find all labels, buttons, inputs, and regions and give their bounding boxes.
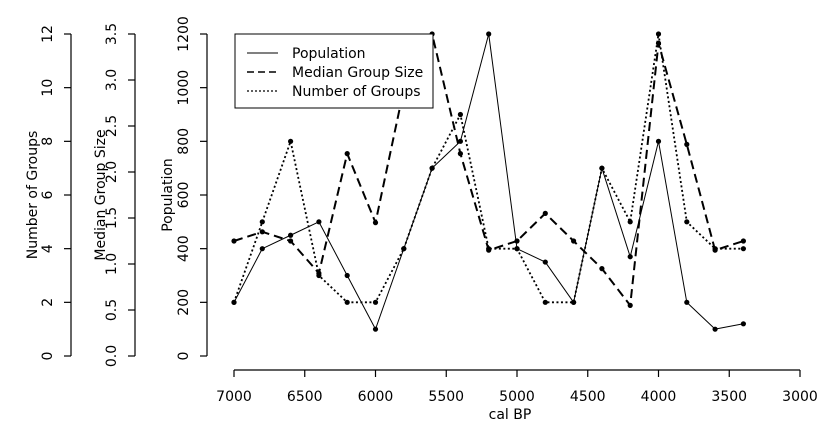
median-group-size-tick-label: 3.5 bbox=[104, 23, 120, 45]
number-of-groups-tick-label: 12 bbox=[40, 25, 56, 43]
data-point-median-group-size bbox=[542, 210, 548, 216]
median-group-size-tick-label: 2.0 bbox=[104, 161, 120, 183]
data-point-population bbox=[288, 232, 294, 238]
data-point-median-group-size bbox=[372, 220, 379, 226]
data-point-population bbox=[316, 219, 322, 225]
data-point-number-of-groups bbox=[316, 272, 322, 279]
x-tick-label: 3000 bbox=[782, 389, 818, 405]
data-point-median-group-size bbox=[514, 238, 520, 244]
data-point-number-of-groups bbox=[542, 299, 548, 305]
data-point-population bbox=[740, 321, 747, 327]
x-tick-label: 6000 bbox=[358, 389, 394, 405]
data-point-number-of-groups bbox=[486, 246, 492, 252]
legend-label-median-group-size: Median Group Size bbox=[292, 65, 423, 81]
data-point-number-of-groups bbox=[344, 299, 350, 305]
data-point-median-group-size bbox=[288, 238, 294, 244]
median-group-size-tick-label: 3.0 bbox=[104, 69, 120, 91]
series-layer bbox=[231, 31, 747, 332]
data-point-population bbox=[655, 138, 662, 144]
data-point-number-of-groups bbox=[684, 219, 690, 225]
data-point-number-of-groups bbox=[231, 299, 237, 305]
population-tick-label: 1000 bbox=[176, 70, 192, 106]
data-point-median-group-size bbox=[571, 238, 577, 244]
median-group-size-tick-label: 1.0 bbox=[104, 253, 120, 275]
population-tick-label: 600 bbox=[176, 182, 192, 209]
data-point-number-of-groups bbox=[372, 299, 379, 305]
data-point-population bbox=[712, 326, 718, 332]
data-point-population bbox=[486, 31, 492, 37]
data-point-number-of-groups bbox=[655, 31, 662, 37]
data-point-number-of-groups bbox=[571, 299, 577, 305]
number-of-groups-tick-label: 8 bbox=[40, 137, 56, 146]
data-point-population bbox=[684, 299, 690, 305]
data-point-population bbox=[542, 259, 548, 265]
data-point-population bbox=[259, 246, 265, 252]
median-group-size-tick-label: 0.0 bbox=[104, 345, 120, 367]
x-tick-label: 7000 bbox=[216, 389, 252, 405]
data-point-population bbox=[344, 272, 350, 279]
median-group-size-tick-label: 0.5 bbox=[104, 299, 120, 321]
data-point-population bbox=[372, 326, 379, 332]
legend-label-number-of-groups: Number of Groups bbox=[292, 84, 421, 100]
median-group-size-axis-title: Median Group Size bbox=[93, 129, 109, 260]
data-point-median-group-size bbox=[740, 238, 747, 244]
median-group-size-tick-label: 1.5 bbox=[104, 207, 120, 229]
data-point-number-of-groups bbox=[599, 165, 605, 171]
data-point-number-of-groups bbox=[259, 219, 265, 225]
number-of-groups-tick-label: 6 bbox=[40, 190, 56, 199]
legend-box bbox=[234, 33, 434, 109]
data-point-population bbox=[457, 138, 463, 144]
population-tick-label: 800 bbox=[176, 128, 192, 155]
population-axis-title: Population bbox=[160, 158, 176, 232]
data-point-number-of-groups bbox=[514, 246, 520, 252]
number-of-groups-tick-label: 2 bbox=[40, 298, 56, 307]
data-point-median-group-size bbox=[259, 229, 265, 235]
data-point-median-group-size bbox=[231, 238, 237, 244]
data-point-number-of-groups bbox=[401, 246, 407, 252]
x-tick-label: 5500 bbox=[428, 389, 464, 405]
legend: Population Median Group Size Number of G… bbox=[234, 33, 434, 109]
population-tick-label: 1200 bbox=[176, 16, 192, 52]
data-point-median-group-size bbox=[684, 141, 690, 147]
x-tick-label: 4000 bbox=[641, 389, 677, 405]
data-point-number-of-groups bbox=[457, 111, 463, 118]
legend-label-population: Population bbox=[292, 46, 366, 62]
data-point-number-of-groups bbox=[288, 138, 294, 144]
data-point-number-of-groups bbox=[712, 246, 718, 252]
number-of-groups-tick-label: 0 bbox=[40, 352, 56, 361]
data-point-median-group-size bbox=[599, 266, 605, 272]
x-axis-title: cal BP bbox=[489, 407, 532, 423]
median-group-size-tick-label: 2.5 bbox=[104, 115, 120, 137]
population-tick-label: 0 bbox=[176, 352, 192, 361]
number-of-groups-axis-title: Number of Groups bbox=[25, 131, 41, 260]
number-of-groups-tick-label: 4 bbox=[40, 244, 56, 253]
data-point-median-group-size bbox=[457, 151, 463, 157]
number-of-groups-tick-label: 10 bbox=[40, 79, 56, 97]
data-point-number-of-groups bbox=[740, 246, 747, 252]
data-point-median-group-size bbox=[344, 151, 350, 157]
x-tick-label: 3500 bbox=[711, 389, 747, 405]
x-tick-label: 5000 bbox=[499, 389, 535, 405]
data-point-number-of-groups bbox=[429, 165, 435, 171]
x-tick-label: 6500 bbox=[287, 389, 323, 405]
data-point-population bbox=[627, 254, 633, 260]
data-point-median-group-size bbox=[627, 302, 633, 308]
data-point-number-of-groups bbox=[627, 219, 633, 225]
population-tick-label: 400 bbox=[176, 235, 192, 262]
population-tick-label: 200 bbox=[176, 289, 192, 316]
axes-layer: 7000 6500 6000 5500 5000 4500 4000 3500 30000200… bbox=[25, 16, 818, 405]
x-tick-label: 4500 bbox=[570, 389, 606, 405]
